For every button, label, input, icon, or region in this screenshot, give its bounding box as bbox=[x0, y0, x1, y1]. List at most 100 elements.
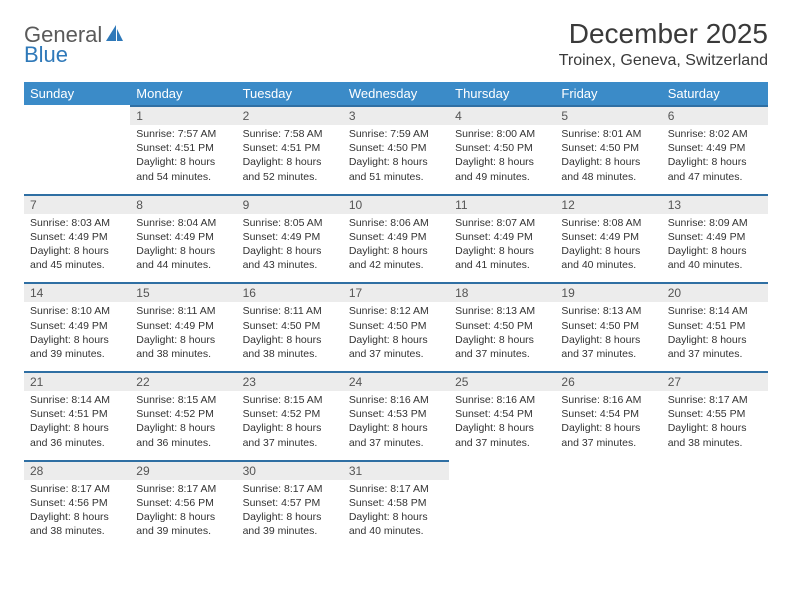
day-number: 21 bbox=[24, 371, 130, 391]
daylight-line: Daylight: 8 hours and 52 minutes. bbox=[243, 155, 337, 183]
calendar-table: SundayMondayTuesdayWednesdayThursdayFrid… bbox=[24, 82, 768, 548]
day-body: Sunrise: 8:15 AMSunset: 4:52 PMDaylight:… bbox=[130, 391, 236, 460]
sunset-line: Sunset: 4:49 PM bbox=[30, 230, 124, 244]
sunset-line: Sunset: 4:49 PM bbox=[668, 141, 762, 155]
daylight-line: Daylight: 8 hours and 40 minutes. bbox=[349, 510, 443, 538]
daylight-line: Daylight: 8 hours and 54 minutes. bbox=[136, 155, 230, 183]
day-number: 8 bbox=[130, 194, 236, 214]
calendar-cell: 27Sunrise: 8:17 AMSunset: 4:55 PMDayligh… bbox=[662, 371, 768, 460]
calendar-cell: 18Sunrise: 8:13 AMSunset: 4:50 PMDayligh… bbox=[449, 282, 555, 371]
daylight-line: Daylight: 8 hours and 37 minutes. bbox=[349, 333, 443, 361]
sunset-line: Sunset: 4:52 PM bbox=[243, 407, 337, 421]
weekday-header: Thursday bbox=[449, 82, 555, 105]
day-number: 3 bbox=[343, 105, 449, 125]
day-body: Sunrise: 8:00 AMSunset: 4:50 PMDaylight:… bbox=[449, 125, 555, 194]
sunset-line: Sunset: 4:51 PM bbox=[30, 407, 124, 421]
sunrise-line: Sunrise: 7:58 AM bbox=[243, 127, 337, 141]
calendar-cell: 20Sunrise: 8:14 AMSunset: 4:51 PMDayligh… bbox=[662, 282, 768, 371]
day-number: 5 bbox=[555, 105, 661, 125]
calendar-cell: 25Sunrise: 8:16 AMSunset: 4:54 PMDayligh… bbox=[449, 371, 555, 460]
calendar-cell bbox=[24, 105, 130, 194]
daylight-line: Daylight: 8 hours and 42 minutes. bbox=[349, 244, 443, 272]
daylight-line: Daylight: 8 hours and 38 minutes. bbox=[30, 510, 124, 538]
title-block: December 2025 Troinex, Geneva, Switzerla… bbox=[559, 18, 768, 70]
sunset-line: Sunset: 4:56 PM bbox=[30, 496, 124, 510]
day-number: 25 bbox=[449, 371, 555, 391]
day-body: Sunrise: 8:13 AMSunset: 4:50 PMDaylight:… bbox=[449, 302, 555, 371]
calendar-cell: 31Sunrise: 8:17 AMSunset: 4:58 PMDayligh… bbox=[343, 460, 449, 549]
day-number: 2 bbox=[237, 105, 343, 125]
day-body: Sunrise: 8:11 AMSunset: 4:49 PMDaylight:… bbox=[130, 302, 236, 371]
sunrise-line: Sunrise: 8:17 AM bbox=[136, 482, 230, 496]
sunset-line: Sunset: 4:49 PM bbox=[136, 230, 230, 244]
daylight-line: Daylight: 8 hours and 39 minutes. bbox=[136, 510, 230, 538]
day-body: Sunrise: 8:10 AMSunset: 4:49 PMDaylight:… bbox=[24, 302, 130, 371]
day-body: Sunrise: 8:17 AMSunset: 4:55 PMDaylight:… bbox=[662, 391, 768, 460]
weekday-header: Tuesday bbox=[237, 82, 343, 105]
calendar-cell: 29Sunrise: 8:17 AMSunset: 4:56 PMDayligh… bbox=[130, 460, 236, 549]
day-body: Sunrise: 8:15 AMSunset: 4:52 PMDaylight:… bbox=[237, 391, 343, 460]
daylight-line: Daylight: 8 hours and 51 minutes. bbox=[349, 155, 443, 183]
sunset-line: Sunset: 4:49 PM bbox=[243, 230, 337, 244]
calendar-cell: 6Sunrise: 8:02 AMSunset: 4:49 PMDaylight… bbox=[662, 105, 768, 194]
calendar-cell bbox=[662, 460, 768, 549]
day-body: Sunrise: 7:57 AMSunset: 4:51 PMDaylight:… bbox=[130, 125, 236, 194]
day-body: Sunrise: 8:17 AMSunset: 4:56 PMDaylight:… bbox=[24, 480, 130, 549]
sunset-line: Sunset: 4:53 PM bbox=[349, 407, 443, 421]
sunrise-line: Sunrise: 8:17 AM bbox=[668, 393, 762, 407]
calendar-cell: 8Sunrise: 8:04 AMSunset: 4:49 PMDaylight… bbox=[130, 194, 236, 283]
daylight-line: Daylight: 8 hours and 48 minutes. bbox=[561, 155, 655, 183]
daylight-line: Daylight: 8 hours and 37 minutes. bbox=[455, 333, 549, 361]
daylight-line: Daylight: 8 hours and 39 minutes. bbox=[243, 510, 337, 538]
calendar-cell bbox=[449, 460, 555, 549]
sunset-line: Sunset: 4:56 PM bbox=[136, 496, 230, 510]
daylight-line: Daylight: 8 hours and 37 minutes. bbox=[561, 333, 655, 361]
sunset-line: Sunset: 4:50 PM bbox=[243, 319, 337, 333]
calendar-row: 28Sunrise: 8:17 AMSunset: 4:56 PMDayligh… bbox=[24, 460, 768, 549]
sunset-line: Sunset: 4:49 PM bbox=[668, 230, 762, 244]
sunrise-line: Sunrise: 8:09 AM bbox=[668, 216, 762, 230]
day-body: Sunrise: 8:14 AMSunset: 4:51 PMDaylight:… bbox=[24, 391, 130, 460]
calendar-cell: 22Sunrise: 8:15 AMSunset: 4:52 PMDayligh… bbox=[130, 371, 236, 460]
sunrise-line: Sunrise: 8:02 AM bbox=[668, 127, 762, 141]
day-body: Sunrise: 7:59 AMSunset: 4:50 PMDaylight:… bbox=[343, 125, 449, 194]
sunset-line: Sunset: 4:54 PM bbox=[561, 407, 655, 421]
weekday-header: Saturday bbox=[662, 82, 768, 105]
calendar-cell: 30Sunrise: 8:17 AMSunset: 4:57 PMDayligh… bbox=[237, 460, 343, 549]
sunset-line: Sunset: 4:49 PM bbox=[136, 319, 230, 333]
sunset-line: Sunset: 4:50 PM bbox=[455, 141, 549, 155]
page-header: General December 2025 Troinex, Geneva, S… bbox=[24, 18, 768, 70]
calendar-cell: 3Sunrise: 7:59 AMSunset: 4:50 PMDaylight… bbox=[343, 105, 449, 194]
day-number: 31 bbox=[343, 460, 449, 480]
sunset-line: Sunset: 4:57 PM bbox=[243, 496, 337, 510]
sunrise-line: Sunrise: 7:59 AM bbox=[349, 127, 443, 141]
sunset-line: Sunset: 4:51 PM bbox=[136, 141, 230, 155]
daylight-line: Daylight: 8 hours and 40 minutes. bbox=[561, 244, 655, 272]
sunset-line: Sunset: 4:49 PM bbox=[561, 230, 655, 244]
day-number: 20 bbox=[662, 282, 768, 302]
calendar-cell: 5Sunrise: 8:01 AMSunset: 4:50 PMDaylight… bbox=[555, 105, 661, 194]
day-number: 26 bbox=[555, 371, 661, 391]
sunrise-line: Sunrise: 8:14 AM bbox=[668, 304, 762, 318]
sunrise-line: Sunrise: 8:01 AM bbox=[561, 127, 655, 141]
sunset-line: Sunset: 4:50 PM bbox=[561, 319, 655, 333]
daylight-line: Daylight: 8 hours and 36 minutes. bbox=[30, 421, 124, 449]
calendar-cell: 23Sunrise: 8:15 AMSunset: 4:52 PMDayligh… bbox=[237, 371, 343, 460]
brand-name-part2: Blue bbox=[24, 42, 68, 67]
day-body: Sunrise: 8:17 AMSunset: 4:58 PMDaylight:… bbox=[343, 480, 449, 549]
sunset-line: Sunset: 4:50 PM bbox=[349, 141, 443, 155]
day-body: Sunrise: 8:01 AMSunset: 4:50 PMDaylight:… bbox=[555, 125, 661, 194]
calendar-cell: 21Sunrise: 8:14 AMSunset: 4:51 PMDayligh… bbox=[24, 371, 130, 460]
daylight-line: Daylight: 8 hours and 37 minutes. bbox=[349, 421, 443, 449]
calendar-cell: 10Sunrise: 8:06 AMSunset: 4:49 PMDayligh… bbox=[343, 194, 449, 283]
day-number: 22 bbox=[130, 371, 236, 391]
sunrise-line: Sunrise: 8:05 AM bbox=[243, 216, 337, 230]
day-body: Sunrise: 8:08 AMSunset: 4:49 PMDaylight:… bbox=[555, 214, 661, 283]
day-number: 15 bbox=[130, 282, 236, 302]
sunset-line: Sunset: 4:50 PM bbox=[561, 141, 655, 155]
sunrise-line: Sunrise: 8:10 AM bbox=[30, 304, 124, 318]
location-text: Troinex, Geneva, Switzerland bbox=[559, 52, 768, 70]
calendar-cell: 2Sunrise: 7:58 AMSunset: 4:51 PMDaylight… bbox=[237, 105, 343, 194]
daylight-line: Daylight: 8 hours and 37 minutes. bbox=[561, 421, 655, 449]
sunrise-line: Sunrise: 8:03 AM bbox=[30, 216, 124, 230]
